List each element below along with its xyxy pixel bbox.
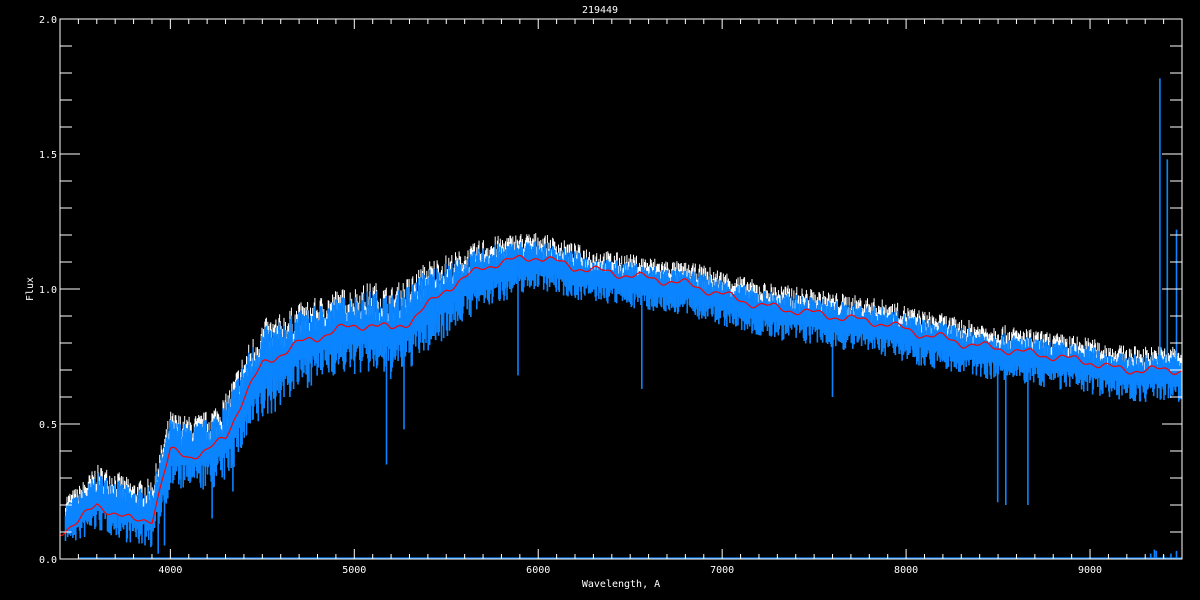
smoothed-spectrum-line (60, 254, 1182, 537)
x-axis-label: Wavelength, A (582, 579, 660, 590)
y-tick-label: 0.5 (39, 420, 57, 431)
x-tick-label: 4000 (158, 565, 182, 576)
x-tick-label: 7000 (710, 565, 734, 576)
x-tick-label: 5000 (342, 565, 366, 576)
model-spectrum (64, 78, 1182, 559)
axes-frame: 4000 5000 6000 7000 8000 9000 0.0 0.5 1.0 1.5 2.0 (39, 15, 1183, 576)
chart-title: 219449 (582, 5, 618, 16)
x-tick-label: 9000 (1078, 565, 1102, 576)
x-tick-label: 8000 (894, 565, 918, 576)
y-tick-label: 0.0 (39, 555, 57, 566)
y-tick-label: 2.0 (39, 15, 57, 26)
x-tick-label: 6000 (526, 565, 550, 576)
y-tick-label: 1.0 (39, 285, 57, 296)
y-axis-label: Flux (25, 277, 36, 301)
y-tick-label: 1.5 (39, 150, 57, 161)
